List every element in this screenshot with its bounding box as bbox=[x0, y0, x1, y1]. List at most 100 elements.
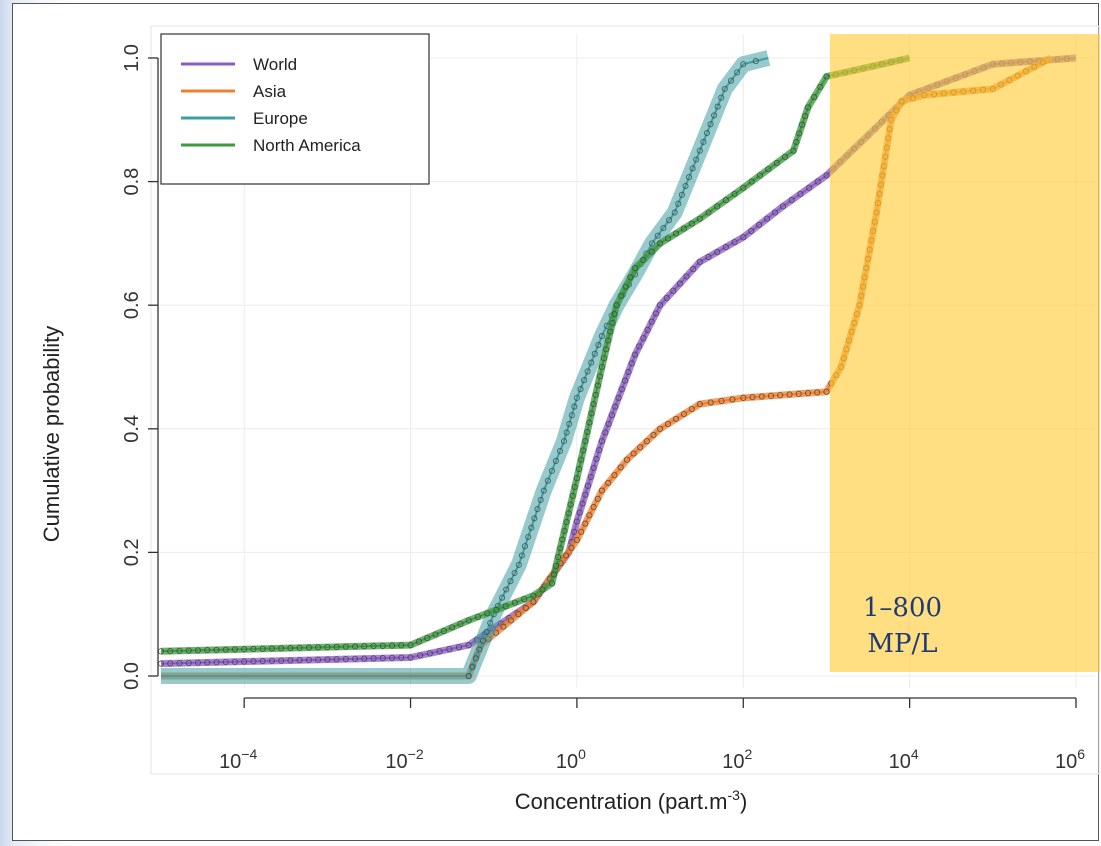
data-point bbox=[771, 209, 779, 216]
data-point bbox=[531, 515, 538, 522]
data-point bbox=[324, 644, 331, 651]
data-point bbox=[586, 512, 593, 519]
data-point bbox=[740, 394, 747, 401]
data-point bbox=[389, 654, 396, 661]
data-point bbox=[540, 487, 547, 494]
axes: 0.0 0.2 0.4 0.6 0.8 1.0 10−4 10−2 100 102 104 106 bbox=[121, 44, 1085, 773]
data-point bbox=[627, 274, 634, 281]
data-point bbox=[571, 528, 578, 535]
data-point bbox=[598, 333, 605, 340]
data-point bbox=[398, 642, 405, 649]
y-tick-label: 0.8 bbox=[121, 168, 143, 196]
data-point bbox=[563, 429, 570, 436]
data-point bbox=[241, 658, 248, 665]
data-point bbox=[204, 659, 211, 666]
data-point bbox=[722, 244, 729, 251]
x-tick-label: 102 bbox=[722, 746, 752, 773]
data-point bbox=[605, 479, 612, 486]
data-point bbox=[525, 533, 532, 541]
series-line bbox=[161, 57, 769, 677]
data-point bbox=[632, 351, 639, 358]
data-point bbox=[268, 645, 275, 652]
data-point bbox=[622, 283, 629, 290]
data-point bbox=[278, 645, 285, 652]
data-point bbox=[573, 536, 580, 544]
data-point bbox=[718, 397, 725, 405]
data-point bbox=[622, 377, 629, 384]
data-point bbox=[596, 447, 603, 454]
data-point bbox=[511, 599, 518, 606]
data-point bbox=[814, 178, 821, 185]
data-point bbox=[797, 190, 804, 198]
data-point bbox=[563, 518, 570, 526]
data-point bbox=[587, 473, 594, 480]
data-point bbox=[586, 419, 593, 426]
data-point bbox=[518, 552, 525, 559]
data-point bbox=[296, 644, 303, 651]
data-point bbox=[507, 578, 514, 585]
data-point bbox=[657, 302, 664, 309]
data-point bbox=[522, 604, 529, 612]
data-point bbox=[703, 129, 710, 137]
data-point bbox=[781, 153, 789, 160]
data-point bbox=[440, 627, 447, 635]
data-point bbox=[528, 524, 535, 531]
data-point bbox=[696, 401, 703, 408]
data-point bbox=[672, 230, 680, 237]
data-point bbox=[474, 613, 481, 620]
x-tick-label: 100 bbox=[556, 746, 586, 773]
data-point bbox=[194, 647, 202, 654]
y-axis-label: Cumulative probability bbox=[39, 326, 64, 542]
data-point bbox=[584, 428, 591, 435]
data-point bbox=[250, 645, 257, 653]
data-point bbox=[573, 518, 580, 525]
data-point bbox=[696, 147, 703, 154]
data-point bbox=[515, 561, 522, 568]
data-point bbox=[678, 191, 685, 198]
data-point bbox=[521, 543, 529, 550]
data-point bbox=[707, 399, 714, 406]
data-point bbox=[231, 658, 238, 665]
data-point bbox=[484, 610, 491, 617]
data-point bbox=[315, 656, 322, 663]
data-point bbox=[700, 138, 707, 145]
data-point bbox=[213, 659, 220, 666]
data-point bbox=[582, 438, 589, 445]
data-point bbox=[556, 447, 564, 455]
data-point bbox=[689, 165, 696, 172]
data-point bbox=[578, 528, 585, 535]
data-point bbox=[756, 221, 763, 228]
data-point bbox=[511, 569, 518, 577]
data-point bbox=[608, 412, 615, 419]
series-north-america bbox=[157, 54, 911, 655]
data-point bbox=[795, 390, 802, 397]
data-point bbox=[636, 343, 643, 350]
data-point bbox=[623, 456, 631, 463]
data-point bbox=[682, 182, 689, 190]
data-point bbox=[515, 611, 522, 618]
x-axis-label-end: ) bbox=[740, 789, 747, 814]
data-point bbox=[571, 483, 578, 491]
data-point bbox=[569, 492, 576, 499]
data-point bbox=[675, 200, 682, 207]
data-point bbox=[765, 166, 772, 173]
data-point bbox=[598, 487, 605, 494]
data-point bbox=[648, 248, 655, 255]
highlight-annotation: 1–800 MP/L bbox=[863, 593, 942, 659]
data-point bbox=[250, 658, 257, 665]
data-point bbox=[680, 410, 687, 418]
data-point bbox=[213, 646, 220, 653]
annotation-line-2: MP/L bbox=[867, 629, 937, 659]
data-point bbox=[559, 536, 566, 543]
data-point bbox=[568, 412, 575, 419]
y-tick-label: 0.4 bbox=[121, 415, 143, 443]
data-point bbox=[476, 646, 483, 653]
data-point bbox=[640, 256, 647, 263]
data-point bbox=[749, 394, 756, 401]
data-point bbox=[415, 638, 422, 645]
legend-label: Asia bbox=[253, 82, 287, 101]
y-tick-label: 0.0 bbox=[121, 662, 143, 690]
data-point bbox=[259, 658, 266, 665]
data-point bbox=[740, 61, 747, 68]
data-point bbox=[342, 643, 349, 650]
